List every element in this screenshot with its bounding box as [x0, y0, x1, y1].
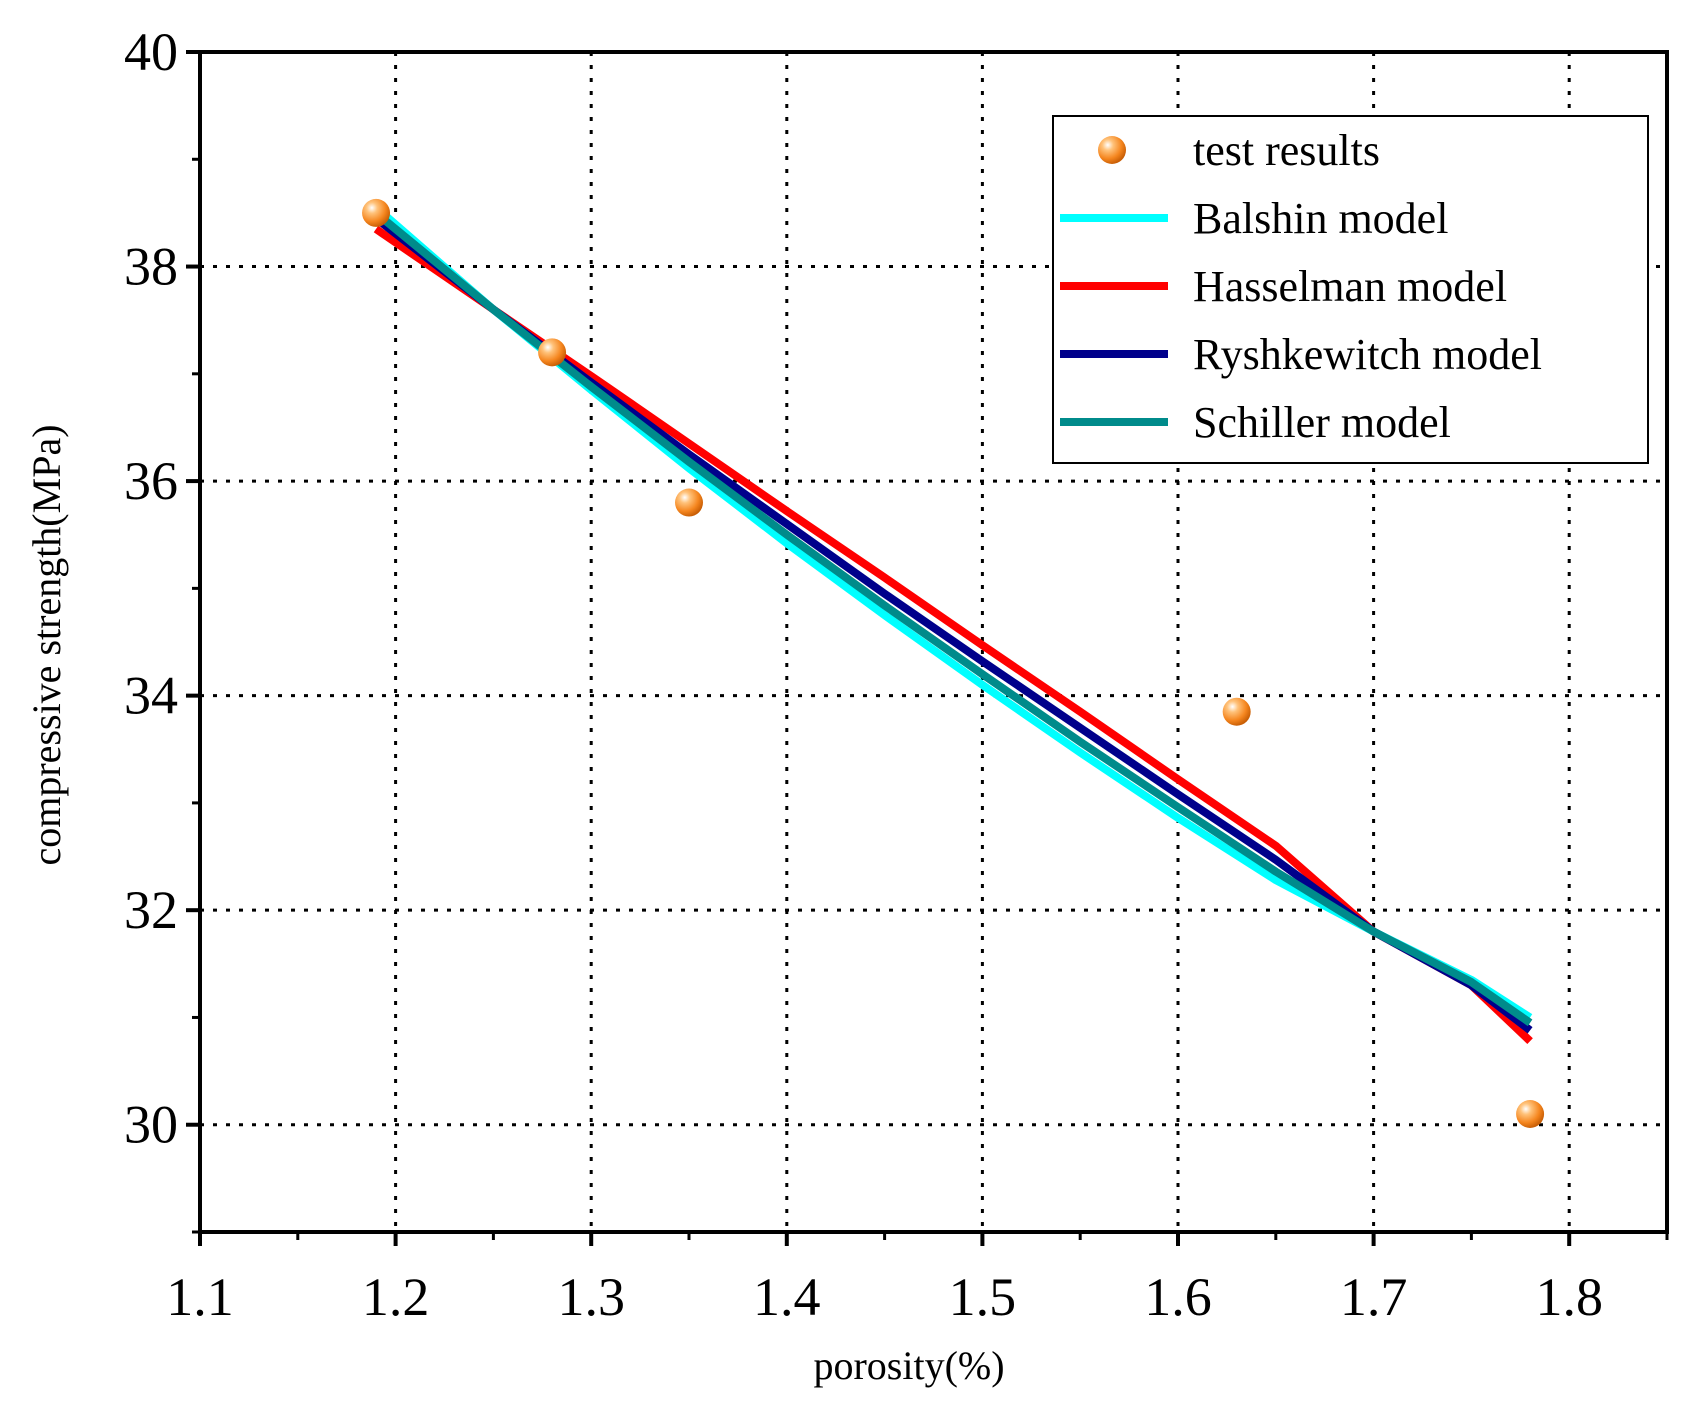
legend-label-balshin-model: Balshin model	[1193, 194, 1448, 243]
x-tick-label: 1.6	[1144, 1267, 1212, 1327]
model-curves	[373, 204, 1533, 1044]
x-tick-label: 1.2	[362, 1267, 430, 1327]
axis-ticks	[186, 50, 1669, 1246]
y-axis-title: compressive strength(MPa)	[24, 424, 69, 865]
test-result-point	[675, 488, 703, 517]
test-result-point	[362, 198, 391, 227]
plot-frame	[198, 50, 1669, 1234]
test-result-points	[362, 198, 1545, 1128]
legend: test results Balshin model Hasselman model…	[1052, 115, 1649, 464]
test-result-point	[538, 338, 567, 367]
x-tick-label: 1.4	[753, 1267, 821, 1327]
y-tick-label: 38	[124, 237, 178, 297]
x-tick-label: 1.8	[1535, 1267, 1603, 1327]
y-tick-label: 30	[124, 1095, 178, 1155]
x-tick-label: 1.7	[1340, 1267, 1408, 1327]
x-axis-title: porosity(%)	[813, 1343, 1004, 1388]
y-tick-label: 36	[124, 451, 178, 511]
legend-label-test-results: test results	[1193, 126, 1380, 175]
legend-label-schiller-model: Schiller model	[1193, 398, 1451, 447]
legend-label-hasselman-model: Hasselman model	[1193, 262, 1507, 311]
legend-marker-test-results	[1098, 136, 1126, 164]
series-line-schiller-model	[373, 209, 1533, 1027]
y-tick-label: 40	[124, 22, 178, 82]
legend-label-ryshkewitch-model: Ryshkewitch model	[1193, 330, 1542, 379]
x-tick-labels: 1.1 1.2 1.3 1.4 1.5 1.6 1.7 1.8	[166, 1267, 1603, 1327]
test-result-point	[1516, 1100, 1545, 1128]
test-result-point	[1222, 697, 1251, 726]
y-tick-labels: 30 32 34 36 38 40	[124, 22, 178, 1155]
x-tick-label: 1.3	[557, 1267, 625, 1327]
y-tick-label: 34	[124, 666, 178, 726]
x-tick-label: 1.5	[949, 1267, 1017, 1327]
x-tick-label: 1.1	[166, 1267, 234, 1327]
y-tick-label: 32	[124, 880, 178, 940]
